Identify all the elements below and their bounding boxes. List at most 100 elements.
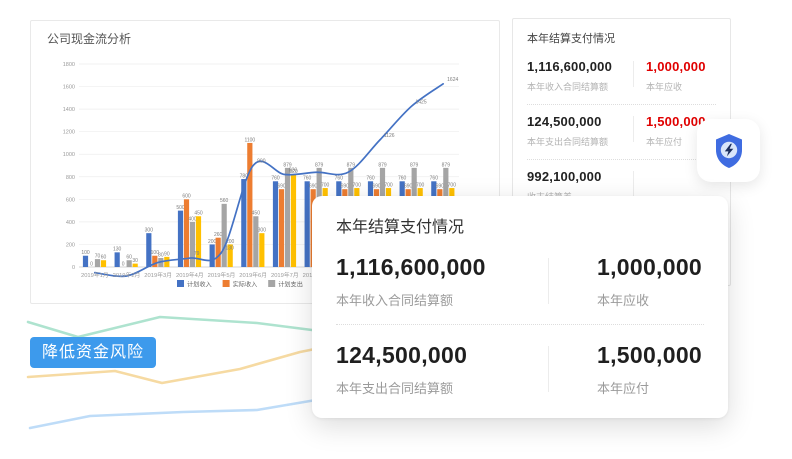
- svg-text:760: 760: [303, 176, 312, 182]
- svg-text:700: 700: [353, 182, 362, 188]
- svg-text:2019年7月: 2019年7月: [271, 271, 299, 279]
- popup-expense-settlement-label: 本年支出合同结算额: [336, 381, 454, 396]
- svg-text:1800: 1800: [63, 62, 75, 68]
- svg-text:879: 879: [315, 162, 324, 168]
- popup-title: 本年结算支付情况: [336, 219, 465, 236]
- svg-text:计划收入: 计划收入: [187, 281, 212, 289]
- svg-text:70: 70: [95, 254, 101, 260]
- svg-text:879: 879: [410, 162, 419, 168]
- svg-text:实际收入: 实际收入: [233, 281, 258, 289]
- svg-text:2019年2月: 2019年2月: [113, 271, 141, 279]
- svg-text:879: 879: [378, 162, 387, 168]
- expense-settlement-label: 本年支出合同结算额: [527, 137, 609, 147]
- svg-text:560: 560: [220, 198, 229, 204]
- svg-text:690: 690: [372, 184, 381, 190]
- svg-text:879: 879: [347, 162, 356, 168]
- svg-text:0: 0: [72, 265, 75, 271]
- svg-text:600: 600: [66, 197, 75, 203]
- summary-row-income: 1,116,600,000 本年收入合同结算额 1,000,000 本年应收: [527, 50, 716, 104]
- svg-text:879: 879: [442, 162, 451, 168]
- svg-text:1200: 1200: [63, 130, 75, 136]
- svg-text:1425: 1425: [416, 99, 427, 105]
- svg-text:400: 400: [66, 220, 75, 226]
- summary-title: 本年结算支付情况: [527, 33, 615, 45]
- chart-title: 公司现金流分析: [47, 32, 132, 46]
- risk-reduction-badge: 降低资金风险: [30, 337, 156, 368]
- svg-text:700: 700: [384, 182, 393, 188]
- column-divider: [548, 346, 549, 392]
- svg-text:820: 820: [289, 168, 298, 174]
- svg-text:79: 79: [194, 251, 200, 257]
- column-divider: [548, 258, 549, 304]
- svg-text:200: 200: [226, 239, 235, 245]
- popup-income-settlement-label: 本年收入合同结算额: [336, 293, 454, 308]
- popup-receivable-value: 1,000,000: [597, 254, 703, 280]
- svg-text:0: 0: [90, 261, 93, 267]
- svg-text:450: 450: [194, 211, 203, 217]
- svg-text:100: 100: [151, 250, 160, 256]
- settlement-popup-card: 本年结算支付情况 1,116,600,000 本年收入合同结算额 1,000,0…: [312, 196, 728, 418]
- svg-text:2019年4月: 2019年4月: [176, 271, 204, 279]
- svg-text:130: 130: [226, 245, 235, 251]
- income-settlement-label: 本年收入合同结算额: [527, 82, 609, 92]
- svg-text:760: 760: [398, 176, 407, 182]
- popup-receivable-label: 本年应收: [597, 293, 650, 308]
- svg-text:450: 450: [252, 211, 261, 217]
- svg-text:计划支出: 计划支出: [278, 281, 303, 289]
- svg-text:760: 760: [271, 176, 280, 182]
- expense-settlement-value: 124,500,000: [527, 114, 602, 129]
- income-settlement-value: 1,116,600,000: [527, 59, 613, 74]
- svg-text:600: 600: [182, 194, 191, 200]
- column-divider: [633, 116, 634, 142]
- svg-text:879: 879: [283, 162, 292, 168]
- svg-text:690: 690: [404, 184, 413, 190]
- receivable-label: 本年应收: [646, 82, 683, 92]
- svg-text:700: 700: [416, 182, 425, 188]
- svg-text:2019年1月: 2019年1月: [81, 271, 109, 279]
- svg-text:690: 690: [436, 184, 445, 190]
- svg-text:690: 690: [341, 184, 350, 190]
- balance-value: 992,100,000: [527, 169, 602, 184]
- svg-text:1126: 1126: [384, 133, 395, 139]
- svg-text:30: 30: [132, 258, 138, 264]
- column-divider: [633, 171, 634, 197]
- svg-text:100: 100: [81, 250, 90, 256]
- svg-text:1400: 1400: [63, 107, 75, 113]
- popup-row-income: 1,116,600,000 本年收入合同结算额 1,000,000 本年应收: [336, 254, 704, 309]
- svg-text:90: 90: [164, 251, 170, 257]
- summary-row-expense: 124,500,000 本年支出合同结算额 1,500,000 本年应付: [527, 104, 716, 159]
- svg-text:200: 200: [208, 239, 217, 245]
- security-shield-card: [697, 119, 760, 182]
- svg-text:1100: 1100: [244, 137, 255, 143]
- shield-lightning-icon: [715, 133, 742, 168]
- cashflow-chart-card: 公司现金流分析 0 200 400 600 800 1000 1200 1400 1600 180…: [30, 20, 500, 304]
- svg-text:0: 0: [122, 261, 125, 267]
- svg-text:820: 820: [289, 169, 298, 175]
- svg-text:500: 500: [176, 205, 185, 211]
- popup-expense-settlement-value: 124,500,000: [336, 342, 468, 368]
- dotted-divider: [336, 324, 704, 325]
- svg-text:700: 700: [321, 182, 330, 188]
- svg-text:300: 300: [145, 228, 154, 234]
- popup-row-expense: 124,500,000 本年支出合同结算额 1,500,000 本年应付: [336, 342, 704, 397]
- svg-text:760: 760: [366, 176, 375, 182]
- svg-text:690: 690: [309, 184, 318, 190]
- column-divider: [633, 61, 634, 87]
- popup-payable-value: 1,500,000: [597, 342, 703, 368]
- svg-text:130: 130: [113, 247, 122, 253]
- svg-text:1000: 1000: [63, 152, 75, 158]
- svg-text:900: 900: [257, 159, 266, 165]
- svg-text:260: 260: [214, 232, 223, 238]
- svg-text:760: 760: [335, 176, 344, 182]
- payable-label: 本年应付: [646, 137, 683, 147]
- svg-text:200: 200: [66, 242, 75, 248]
- svg-text:800: 800: [66, 175, 75, 181]
- svg-text:760: 760: [430, 176, 439, 182]
- svg-text:690: 690: [277, 184, 286, 190]
- svg-text:80: 80: [158, 252, 164, 258]
- popup-income-settlement-value: 1,116,600,000: [336, 254, 486, 280]
- svg-text:700: 700: [448, 182, 457, 188]
- svg-text:1600: 1600: [63, 85, 75, 91]
- popup-payable-label: 本年应付: [597, 381, 650, 396]
